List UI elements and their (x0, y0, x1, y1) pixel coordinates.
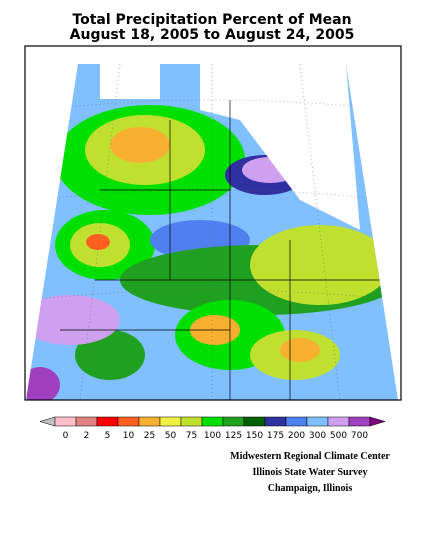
legend-label: 5 (105, 431, 111, 441)
legend-swatch (285, 416, 308, 427)
map-subtitle: August 18, 2005 to August 24, 2005 (70, 27, 355, 43)
map-title: Total Precipitation Percent of Mean (72, 12, 351, 28)
legend-swatch (222, 416, 245, 427)
legend-label: 2 (84, 431, 90, 441)
credit-line: Illinois State Water Survey (253, 467, 368, 478)
legend-swatch (138, 416, 161, 427)
legend-label: 500 (330, 431, 347, 441)
legend: 0 2 5 10 25 50 75 100 125 150 175 200 300 500 700 (39, 416, 386, 441)
legend-swatch (264, 416, 287, 427)
legend-swatch (75, 416, 98, 427)
legend-swatch (348, 416, 371, 427)
legend-swatch (306, 416, 329, 427)
legend-swatch (327, 416, 350, 427)
legend-swatch (201, 416, 224, 427)
legend-label: 75 (186, 431, 197, 441)
legend-swatch (117, 416, 140, 427)
legend-label: 100 (204, 431, 221, 441)
legend-label: 0 (63, 431, 69, 441)
map-frame (24, 45, 402, 401)
legend-arrow (39, 416, 56, 427)
credit-line: Midwestern Regional Climate Center (230, 451, 390, 462)
legend-swatch (180, 416, 203, 427)
precip-map (26, 64, 398, 400)
legend-label: 50 (165, 431, 177, 441)
legend-label: 200 (288, 431, 305, 441)
credit-line: Champaign, Illinois (268, 483, 353, 494)
legend-label: 25 (144, 431, 155, 441)
legend-label: 700 (351, 431, 368, 441)
legend-swatch (243, 416, 266, 427)
legend-label: 175 (267, 431, 284, 441)
legend-label: 125 (225, 431, 242, 441)
legend-label: 10 (123, 431, 135, 441)
legend-label: 150 (246, 431, 263, 441)
legend-arrow (369, 416, 386, 427)
legend-swatch (96, 416, 119, 427)
legend-swatch (54, 416, 77, 427)
legend-swatch (159, 416, 182, 427)
legend-label: 300 (309, 431, 326, 441)
